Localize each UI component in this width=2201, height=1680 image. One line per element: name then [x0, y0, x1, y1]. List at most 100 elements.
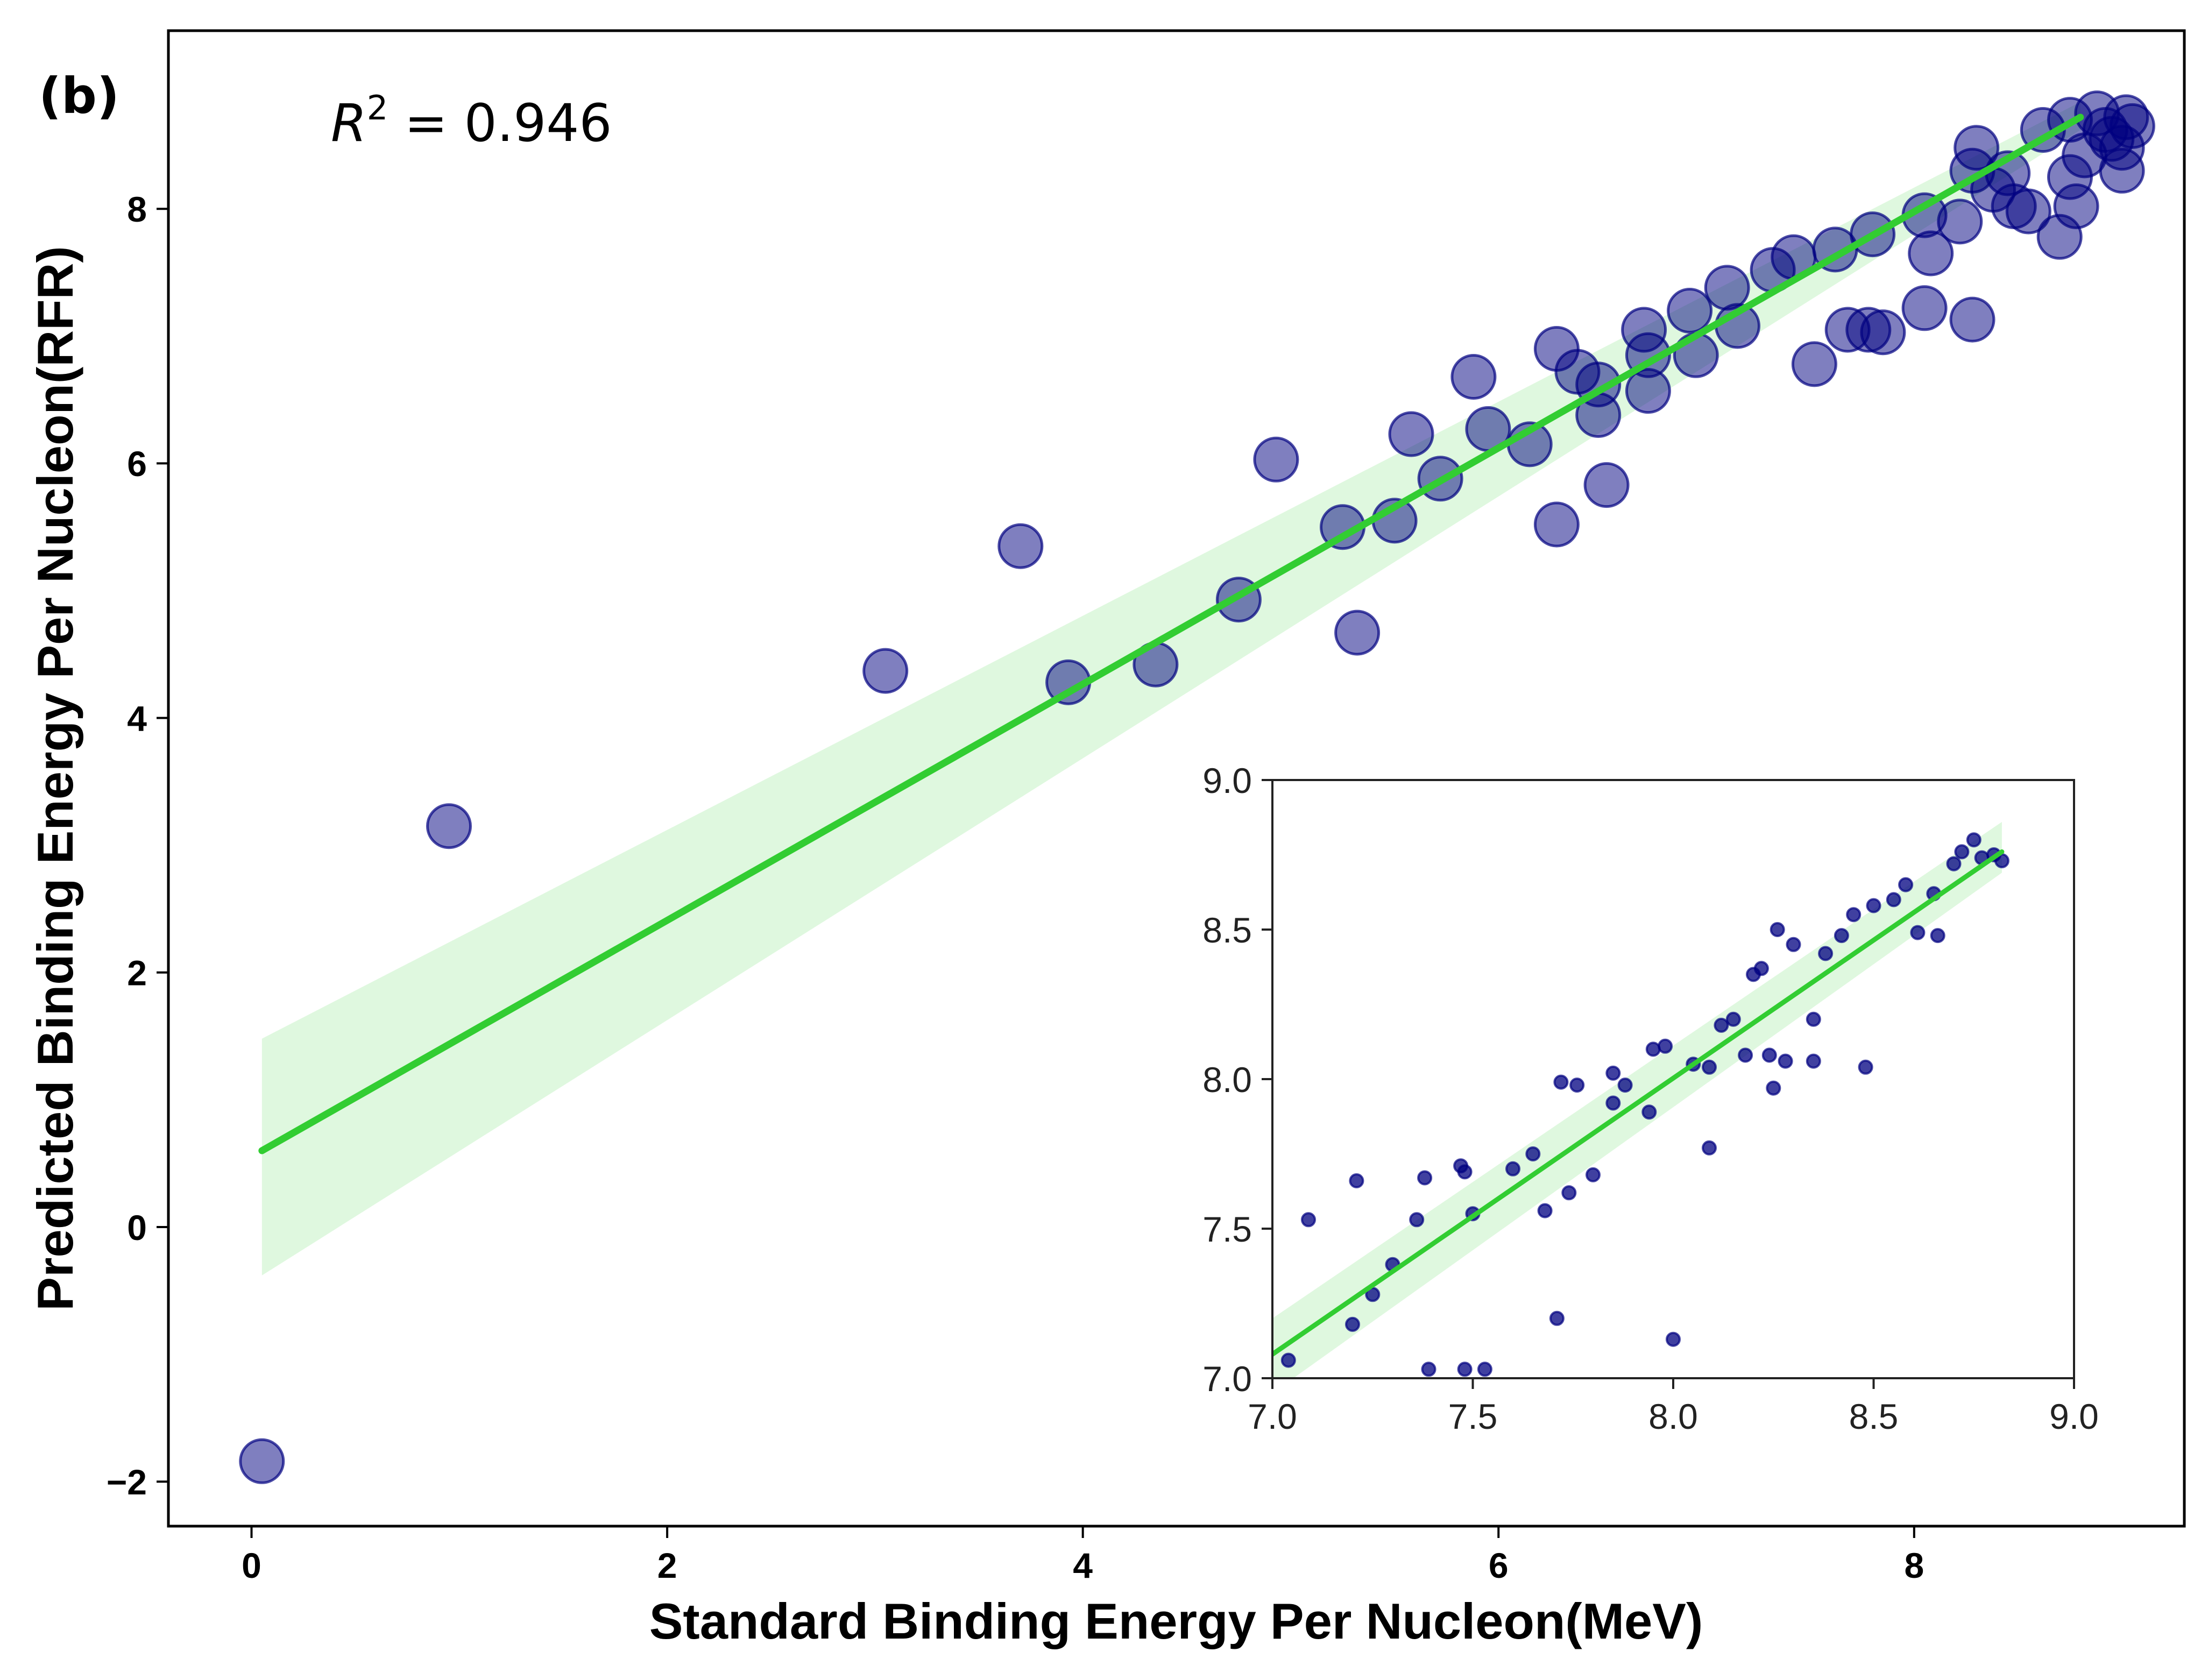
inset-fit-line — [1272, 849, 2005, 1357]
inset-y-tick-label: 9.0 — [1202, 761, 1252, 800]
main-x-axis-ticks: 0 2 4 6 8 — [242, 1526, 1924, 1585]
main-data-point — [1625, 368, 1671, 414]
inset-data-point — [1806, 1011, 1821, 1027]
main-y-axis-ticks: −2 0 2 4 6 8 — [107, 189, 168, 1502]
main-y-tick-label: 2 — [127, 953, 147, 993]
inset-data-point — [1846, 907, 1862, 923]
inset-data-point — [1457, 1164, 1473, 1180]
inset-data-point — [1702, 1140, 1717, 1156]
main-plot: 0 2 4 6 8 −2 0 2 4 6 8 Standard Binding Energy Pe… — [27, 29, 2186, 1649]
main-regression-line — [258, 114, 2084, 1154]
inset-x-axis-ticks: 7.0 7.5 8.0 8.5 9.0 — [1248, 1378, 2099, 1436]
inset-data-point — [1586, 1167, 1601, 1182]
inset-data-point — [1910, 925, 1926, 940]
main-data-point — [1791, 341, 1837, 387]
main-data-point — [1533, 501, 1580, 548]
main-data-point — [997, 523, 1044, 569]
main-data-point — [1673, 332, 1719, 378]
inset-x-tick-label: 8.0 — [1648, 1397, 1698, 1436]
inset-data-point — [1966, 832, 1981, 848]
inset-x-tick-label: 7.0 — [1248, 1397, 1297, 1436]
inset-data-point — [1778, 1053, 1793, 1069]
inset-data-point — [1738, 1047, 1753, 1063]
main-data-point — [426, 803, 472, 849]
main-data-point — [1860, 309, 1906, 356]
main-data-point — [1253, 436, 1299, 483]
inset-data-point — [1770, 922, 1785, 937]
inset-data-point — [1505, 1161, 1520, 1176]
inset-data-point — [1409, 1212, 1425, 1228]
main-data-point — [1901, 285, 1948, 331]
inset-data-point — [1714, 1017, 1729, 1033]
main-x-tick-label: 2 — [657, 1546, 677, 1585]
inset-data-point — [1561, 1185, 1577, 1201]
main-y-tick-label: −2 — [107, 1462, 147, 1502]
main-data-point — [1334, 609, 1381, 656]
inset-data-point — [1549, 1310, 1565, 1326]
inset-data-point — [1525, 1146, 1541, 1161]
inset-y-tick-label: 7.0 — [1202, 1359, 1252, 1399]
inset-data-point — [1806, 1053, 1821, 1069]
inset-data-point — [1818, 946, 1834, 961]
inset-data-point — [1349, 1173, 1364, 1188]
inset-data-point — [1658, 1038, 1673, 1054]
main-x-tick-label: 8 — [1904, 1546, 1924, 1585]
inset-data-point — [1766, 1080, 1781, 1096]
inset-data-point — [1457, 1362, 1473, 1377]
inset-data-point — [1645, 1041, 1661, 1057]
main-data-point — [862, 648, 909, 694]
main-plot-frame — [167, 29, 2186, 1528]
main-fit-line — [258, 114, 2084, 1154]
inset-data-point — [1345, 1316, 1360, 1332]
inset-plot: 7.0 7.5 8.0 8.5 9.0 7.0 7.5 8.0 8.5 9.0 — [1202, 761, 2099, 1436]
inset-data-point — [1954, 844, 1970, 860]
inset-data-point — [1753, 961, 1769, 976]
inset-ci-band — [1272, 821, 2002, 1378]
inset-data-point — [1641, 1104, 1657, 1120]
main-data-point — [2082, 107, 2128, 153]
inset-data-point — [1834, 928, 1849, 944]
main-x-tick-label: 0 — [242, 1546, 261, 1585]
inset-data-point — [1280, 1352, 1296, 1368]
inset-data-point — [1421, 1362, 1436, 1377]
inset-data-point — [1605, 1065, 1621, 1081]
inset-confidence-band — [1272, 821, 2002, 1378]
inset-data-point — [1553, 1074, 1569, 1090]
inset-data-point — [1301, 1212, 1316, 1228]
r-squared-exponent: 2 — [367, 88, 388, 127]
main-data-point — [1450, 354, 1497, 400]
inset-data-point — [1666, 1331, 1681, 1347]
main-data-point — [1954, 125, 2000, 171]
main-y-tick-label: 8 — [127, 189, 147, 229]
main-data-point — [1583, 462, 1630, 508]
main-y-tick-label: 4 — [127, 698, 147, 738]
inset-data-point — [1617, 1078, 1633, 1093]
main-y-tick-label: 0 — [127, 1208, 147, 1247]
inset-data-point — [1866, 898, 1881, 913]
inset-data-point — [1858, 1059, 1873, 1075]
main-data-point — [1949, 296, 1995, 343]
inset-data-point — [1786, 937, 1801, 952]
main-y-tick-label: 6 — [127, 444, 147, 484]
inset-y-tick-label: 8.0 — [1202, 1060, 1252, 1100]
main-data-point — [239, 1438, 285, 1484]
inset-regression-line — [1272, 849, 2005, 1357]
r-squared-annotation: R2 = 0.946 — [331, 88, 612, 153]
y-axis-title: Predicted Binding Energy Per Nucleon(RFR… — [27, 246, 83, 1310]
inset-data-point — [1605, 1095, 1621, 1111]
inset-y-tick-label: 8.5 — [1202, 910, 1252, 950]
inset-data-point — [1725, 1011, 1741, 1027]
main-data-point — [1388, 411, 1434, 457]
inset-x-tick-label: 8.5 — [1849, 1397, 1899, 1436]
inset-data-point — [1930, 928, 1945, 944]
inset-data-point — [1417, 1170, 1433, 1186]
main-x-tick-label: 4 — [1073, 1546, 1093, 1585]
inset-data-point — [1946, 856, 1962, 871]
inset-data-point — [1537, 1203, 1553, 1218]
inset-data-point — [1898, 877, 1914, 892]
panel-label: (b) — [39, 67, 119, 125]
inset-data-point — [1702, 1059, 1717, 1075]
inset-y-tick-label: 7.5 — [1202, 1209, 1252, 1249]
inset-data-point — [1886, 892, 1901, 908]
